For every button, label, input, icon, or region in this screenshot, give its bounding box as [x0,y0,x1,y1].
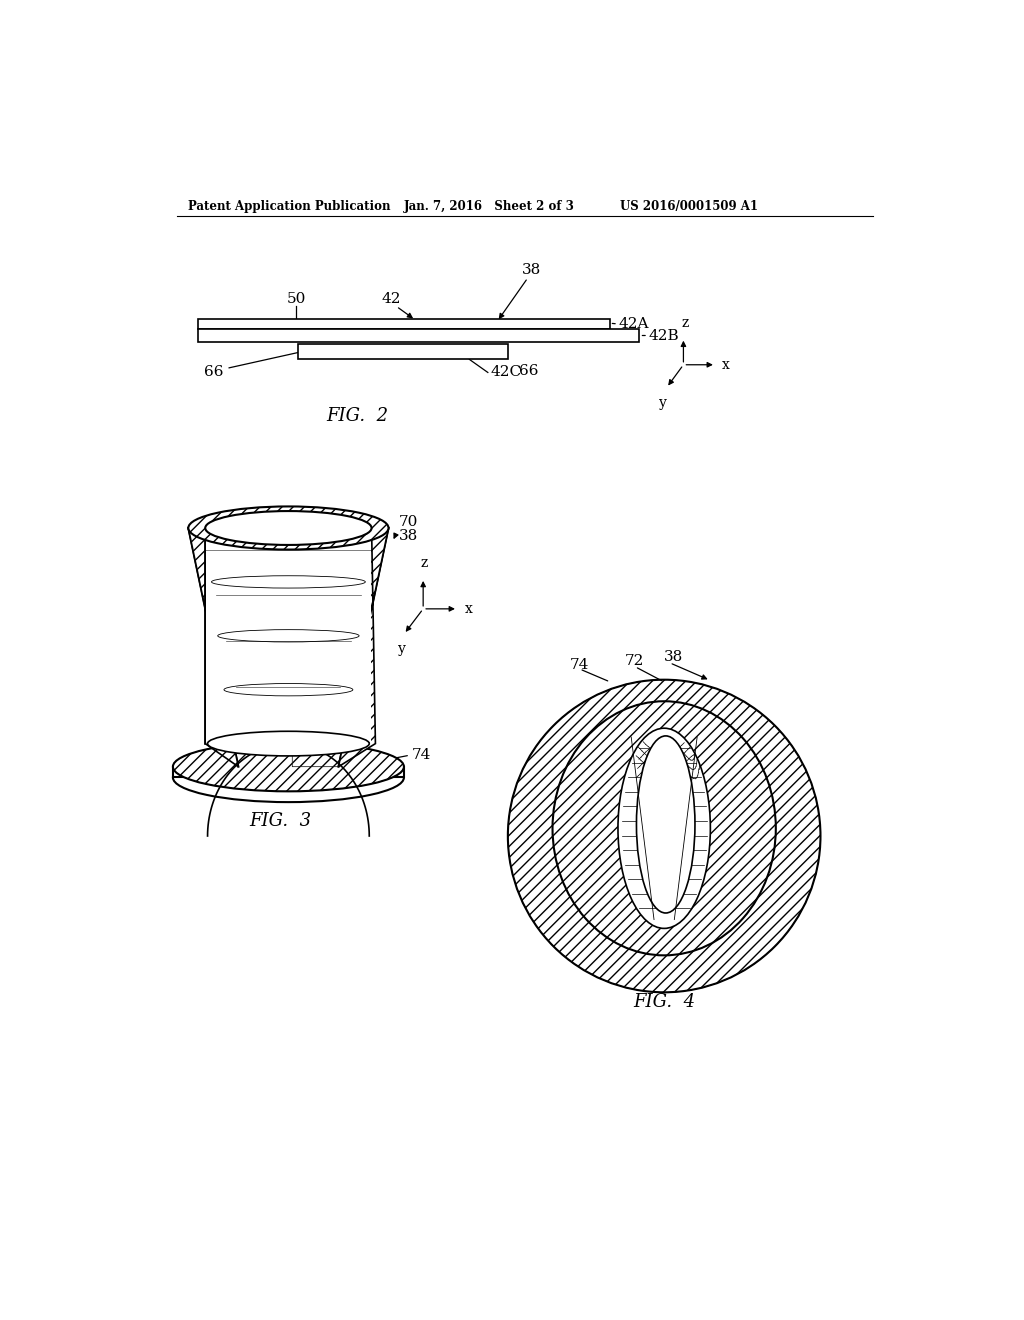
Ellipse shape [553,701,776,956]
Text: 38: 38 [398,529,418,543]
Polygon shape [292,528,388,767]
Text: 42A: 42A [618,317,649,331]
Text: y: y [397,642,406,656]
Polygon shape [199,318,609,329]
Ellipse shape [637,737,695,913]
Polygon shape [206,529,371,742]
Polygon shape [173,767,403,777]
Ellipse shape [617,729,711,928]
Text: 66: 66 [519,364,539,378]
Text: 42B: 42B [649,329,679,342]
Text: 74: 74 [412,748,431,762]
Text: 38: 38 [521,263,541,277]
Text: 66: 66 [204,366,223,379]
Circle shape [508,680,820,993]
Text: 72: 72 [625,655,644,668]
Ellipse shape [173,752,403,803]
Text: z: z [681,315,688,330]
Text: 42C: 42C [490,366,521,379]
Ellipse shape [205,511,372,545]
Text: 38: 38 [664,651,683,664]
Text: x: x [722,358,730,372]
Polygon shape [199,330,639,342]
Ellipse shape [173,742,403,792]
Text: x: x [465,602,473,616]
Text: 74: 74 [569,659,589,672]
Ellipse shape [208,731,370,756]
Polygon shape [205,528,372,743]
Text: 70: 70 [398,515,418,529]
Text: FIG.  2: FIG. 2 [327,408,389,425]
Text: FIG.  3: FIG. 3 [250,812,311,829]
Text: US 2016/0001509 A1: US 2016/0001509 A1 [620,199,758,213]
Polygon shape [298,345,508,359]
Text: Jan. 7, 2016   Sheet 2 of 3: Jan. 7, 2016 Sheet 2 of 3 [403,199,574,213]
Text: 50: 50 [287,292,306,306]
Polygon shape [339,528,388,767]
Ellipse shape [188,507,388,549]
Text: z: z [420,556,428,570]
Text: 42: 42 [381,292,400,306]
Text: y: y [659,396,668,409]
Text: FIG.  4: FIG. 4 [633,993,695,1011]
Text: Patent Application Publication: Patent Application Publication [188,199,391,213]
Polygon shape [188,528,239,767]
